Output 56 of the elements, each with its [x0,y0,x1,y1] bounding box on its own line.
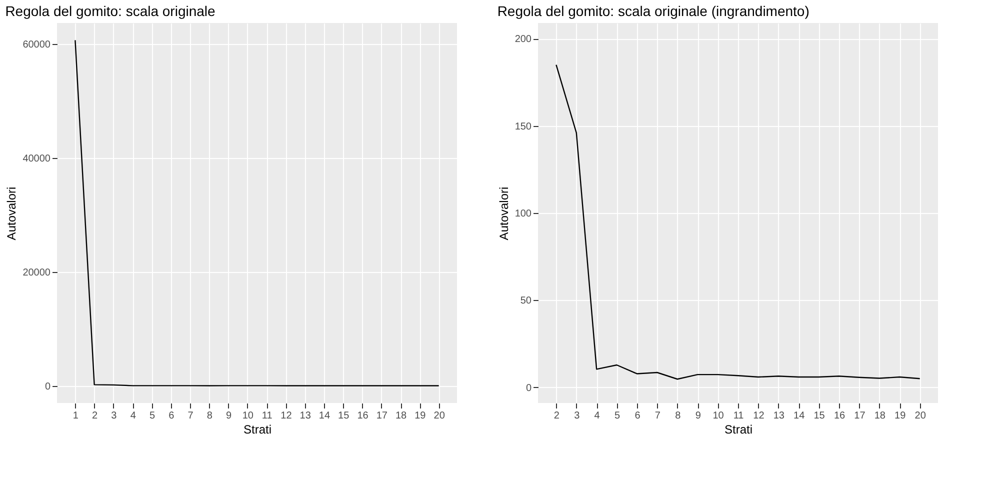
x-tick-label: 4 [130,410,136,422]
x-tick-label: 1 [72,410,79,422]
y-axis-title: Autovalori [4,186,19,240]
chart-title: Regola del gomito: scala originale [5,3,216,19]
y-tick-label: 0 [44,381,51,392]
x-tick-label: 5 [149,410,156,422]
x-tick-label: 10 [242,410,254,422]
x-tick-label: 20 [914,410,926,422]
x-tick-label: 6 [634,410,641,422]
line-series [556,64,920,380]
x-tick-label: 4 [594,410,600,422]
x-axis-title: Strati [724,422,753,436]
x-tick-label: 17 [854,410,866,422]
chart-title: Regola del gomito: scala originale (ingrandimento) [497,3,810,19]
x-tick-label: 14 [794,410,806,422]
y-tick-label: 150 [514,121,532,132]
x-tick-label: 20 [434,410,446,422]
x-tick-label: 13 [773,410,785,422]
y-tick-label: 50 [520,296,532,307]
x-tick-label: 10 [712,410,724,422]
x-tick-label: 15 [814,410,826,422]
x-tick-label: 16 [357,410,369,422]
y-tick-label: 40000 [22,154,51,165]
x-tick-label: 13 [300,410,312,422]
x-tick-label: 18 [395,410,408,422]
y-tick-label: 20000 [22,267,51,278]
y-tick-label: 0 [526,382,532,394]
x-tick-label: 6 [168,410,175,422]
x-tick-label: 12 [280,410,292,422]
line-series [74,40,440,386]
x-tick-label: 3 [574,410,580,422]
x-tick-label: 8 [206,410,213,422]
x-tick-label: 7 [654,410,661,422]
y-tick-label: 100 [514,208,532,220]
x-tick-label: 14 [318,410,330,422]
x-tick-label: 11 [262,410,273,422]
x-tick-label: 7 [188,410,194,422]
x-tick-label: 5 [614,410,621,422]
x-tick-label: 9 [226,410,232,422]
x-tick-label: 8 [675,410,682,422]
x-tick-label: 19 [894,410,906,422]
x-tick-label: 18 [874,410,886,422]
x-tick-label: 2 [92,410,98,422]
y-axis-title: Autovalori [496,186,511,240]
x-tick-label: 16 [834,410,846,422]
x-tick-label: 12 [753,410,765,422]
x-tick-label: 3 [111,410,118,422]
x-tick-label: 9 [695,410,702,422]
x-tick-label: 11 [733,410,744,422]
x-axis-title: Strati [243,422,272,436]
x-tick-label: 2 [554,410,560,422]
y-tick-label: 200 [514,34,532,46]
x-tick-label: 19 [414,410,426,422]
x-tick-label: 17 [376,410,388,422]
x-tick-label: 15 [338,410,350,422]
y-tick-label: 60000 [22,40,51,51]
